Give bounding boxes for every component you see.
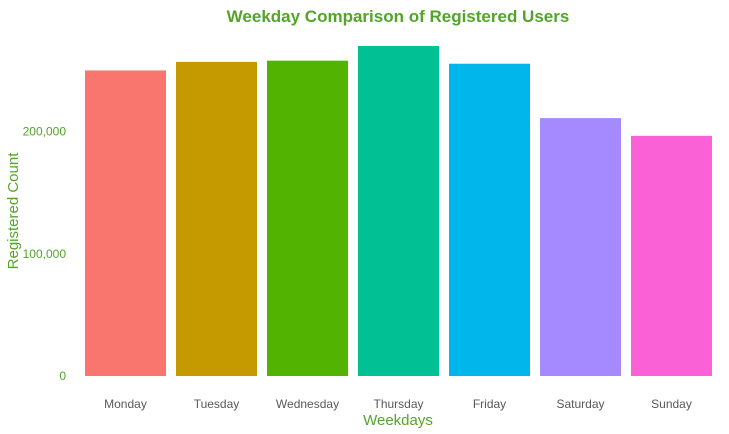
bars-group (85, 46, 712, 377)
x-tick-label: Sunday (651, 397, 692, 411)
x-axis-title: Weekdays (363, 412, 433, 429)
x-tick-label: Tuesday (194, 397, 240, 411)
bar-monday (85, 70, 166, 376)
y-axis-ticks: 0 100,000 200,000 (23, 125, 67, 383)
bar-tuesday (176, 61, 257, 377)
y-tick-label: 0 (59, 369, 66, 383)
x-axis-ticks: Monday Tuesday Wednesday Thursday Friday Satu… (104, 397, 692, 411)
x-tick-label: Thursday (373, 397, 423, 411)
y-tick-label: 100,000 (23, 247, 67, 261)
x-tick-label: Wednesday (276, 397, 339, 411)
bar-sunday (631, 135, 712, 376)
x-tick-label: Saturday (556, 397, 604, 411)
x-tick-label: Friday (473, 397, 506, 411)
chart-title: Weekday Comparison of Registered Users (227, 7, 570, 26)
y-tick-label: 200,000 (23, 125, 67, 139)
bar-wednesday (267, 60, 348, 377)
bar-friday (449, 63, 530, 376)
x-tick-label: Monday (104, 397, 147, 411)
bar-saturday (540, 118, 621, 376)
y-axis-title: Registered Count (5, 152, 22, 270)
bar-thursday (358, 46, 439, 376)
